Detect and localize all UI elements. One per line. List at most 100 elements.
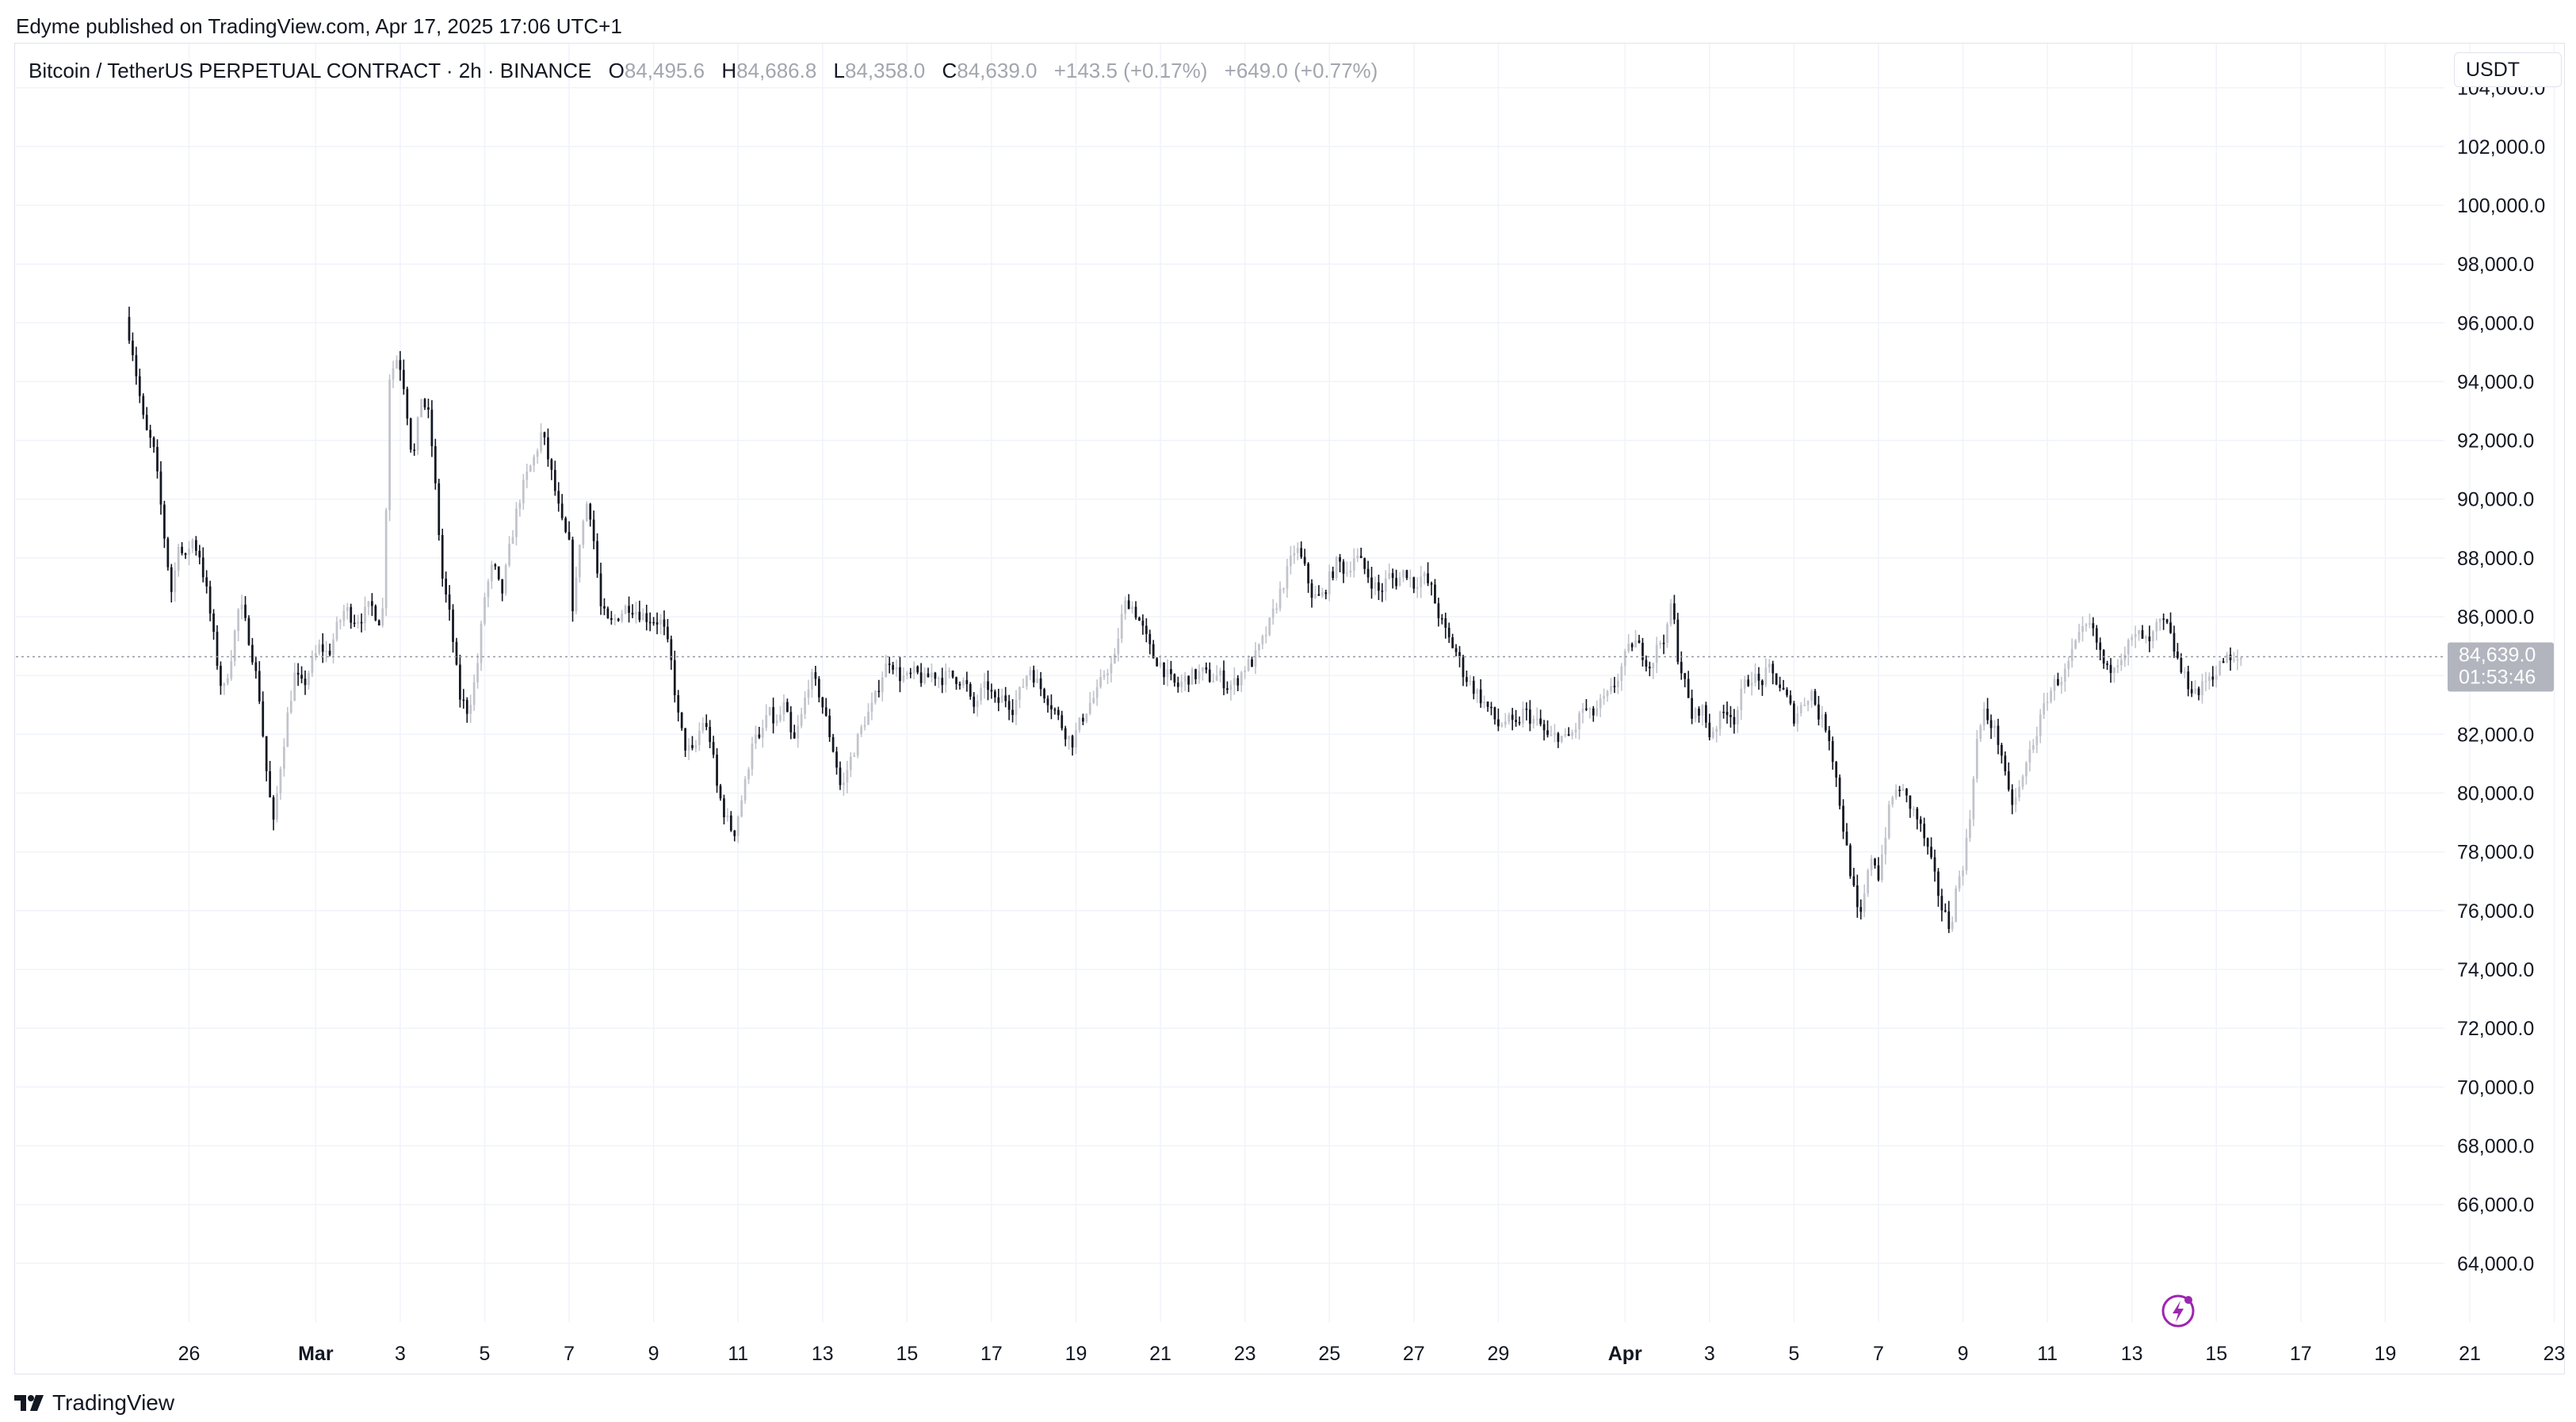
candle [1669,598,1672,627]
x-tick-label: 7 [564,1343,575,1365]
candle [779,705,782,723]
candle [610,610,613,625]
candle [993,689,996,703]
candle [958,681,961,690]
candle [1757,667,1760,690]
candle [1951,916,1954,932]
candle [1106,668,1109,685]
candle [1645,656,1648,672]
symbol-title[interactable]: Bitcoin / TetherUS PERPETUAL CONTRACT · … [29,59,592,82]
x-tick-label: 11 [2037,1343,2058,1365]
candle [1205,662,1208,674]
candle [1444,612,1447,639]
candle [1173,673,1176,687]
candle [736,815,740,843]
candle [1525,702,1528,721]
candle [216,625,219,670]
candle [1736,706,1739,733]
candle [1606,690,1609,702]
x-tick-label: 15 [2205,1343,2227,1365]
candle [430,399,434,457]
candle [723,794,725,825]
ohlc-legend[interactable]: Bitcoin / TetherUS PERPETUAL CONTRACT · … [29,59,1378,83]
high-label: H [721,59,737,82]
candle [152,436,155,453]
time-axis[interactable]: 26 Mar 3 5 7 9 11 13 15 17 19 21 23 25 27 29 Apr 3 5 7 9 11 13… [178,1343,2566,1365]
candle [1613,676,1616,694]
candle [2233,652,2235,663]
candle [1877,857,1880,882]
candle [641,608,644,621]
candle [965,671,969,692]
candle [1391,568,1394,589]
candle [800,707,803,728]
candle [1451,633,1454,649]
candle [1993,720,1996,738]
candle [670,635,673,671]
candle [1381,583,1384,602]
candle [409,417,412,453]
candle [550,458,553,480]
candle [2031,739,2035,754]
candle [628,596,630,623]
candle [2138,629,2140,641]
candle [701,717,705,734]
candle [1557,732,1560,748]
candle [1310,579,1313,608]
tradingview-logo-icon [14,1395,44,1411]
x-tick-label: 23 [1234,1343,1256,1365]
candle [1648,661,1651,677]
candle [1201,667,1204,681]
candle [2119,653,2123,671]
currency-selector[interactable]: USDT [2454,52,2562,87]
candle [1955,885,1958,923]
candle [807,679,810,705]
candle [159,461,162,515]
candle [2060,676,2063,694]
candle [543,431,546,445]
chart-frame[interactable] [14,43,2565,1374]
candle [1085,713,1088,724]
candle [962,677,965,689]
candle [895,659,898,677]
candle [1711,727,1714,740]
candle [318,639,321,656]
candle [364,596,366,631]
candle [1630,642,1634,652]
lightning-icon[interactable] [2159,1292,2197,1330]
candle [1972,776,1975,827]
candle [655,612,659,635]
candle [181,541,183,556]
candle [244,596,247,621]
candle [1518,716,1521,726]
candle [1708,713,1711,741]
candle [648,612,652,632]
candle [2070,638,2073,668]
candle [1542,720,1546,741]
candle [251,637,254,665]
candle [2194,680,2196,694]
candle [948,667,951,679]
candle [987,670,989,701]
candle [233,629,236,667]
x-tick-label: Mar [298,1343,334,1365]
candle [1676,613,1680,665]
candle [951,670,954,679]
candle [1022,679,1025,688]
candle [1852,867,1856,887]
candle [420,399,422,418]
candle [462,689,465,709]
x-tick-label: 19 [1065,1343,1087,1365]
x-tick-label: 29 [1487,1343,1509,1365]
candle [1771,660,1775,685]
candle [2131,634,2134,646]
candle [483,592,486,626]
candle [663,610,666,636]
tradingview-logo[interactable]: TradingView [14,1390,174,1416]
candle [1088,691,1091,716]
candle [226,674,229,686]
candle [1015,690,1018,725]
candle [1346,561,1348,577]
candle [1420,565,1423,598]
